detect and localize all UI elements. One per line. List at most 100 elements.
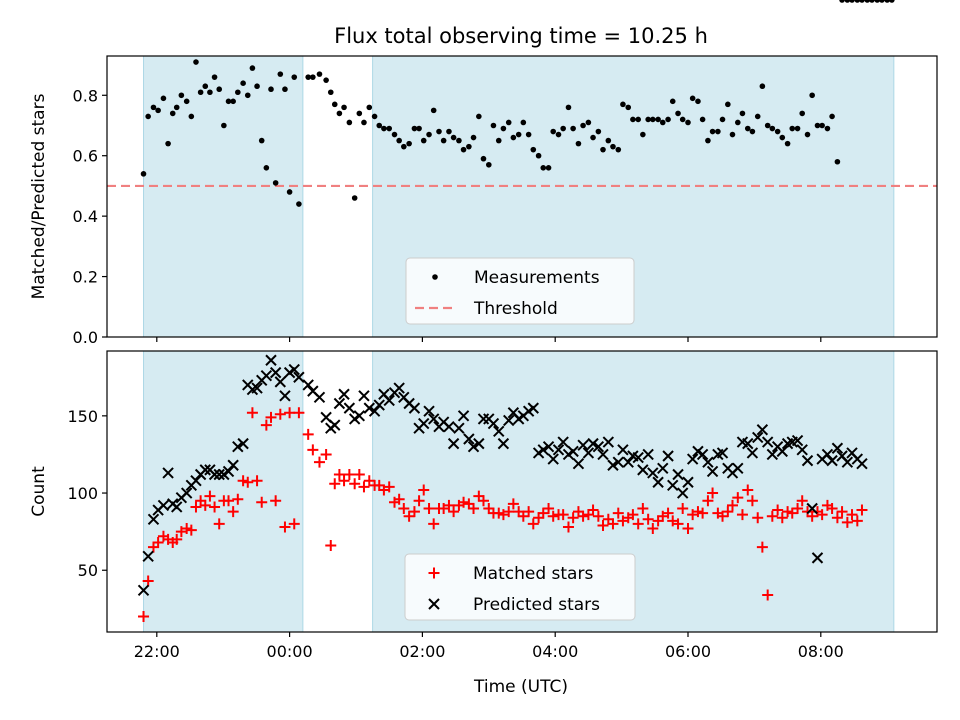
- data-point: [272, 180, 279, 186]
- data-point: [249, 65, 256, 71]
- data-point: [587, 437, 599, 450]
- x-tick-label: 02:00: [399, 642, 445, 661]
- data-point: [702, 456, 714, 468]
- data-point: [246, 407, 258, 419]
- data-point: [715, 128, 721, 135]
- data-point: [145, 113, 151, 120]
- data-point: [824, 125, 831, 132]
- series-measurements: [140, 0, 895, 207]
- data-point: [764, 122, 771, 129]
- data-point: [587, 504, 599, 516]
- data-point: [784, 140, 791, 147]
- data-point: [142, 575, 154, 587]
- data-point: [331, 101, 338, 108]
- data-point: [418, 417, 430, 430]
- data-point: [766, 510, 778, 522]
- data-point: [232, 493, 244, 505]
- data-point: [263, 164, 270, 171]
- data-point: [814, 122, 821, 129]
- data-point: [595, 128, 602, 135]
- data-point: [732, 462, 744, 475]
- data-point: [202, 83, 209, 90]
- data-point: [343, 469, 355, 481]
- data-point: [329, 478, 341, 490]
- data-point: [716, 447, 729, 459]
- data-point: [268, 86, 274, 93]
- data-point: [296, 201, 302, 207]
- data-point: [155, 107, 161, 114]
- data-point: [411, 125, 418, 132]
- legend-marker: [432, 274, 438, 280]
- data-point: [221, 122, 227, 129]
- data-point: [617, 444, 629, 456]
- data-point: [302, 428, 314, 440]
- data-point: [697, 507, 709, 519]
- legend-box: [404, 553, 636, 621]
- data-point: [555, 131, 562, 138]
- data-point: [138, 611, 150, 623]
- data-point: [627, 509, 639, 521]
- data-point: [809, 92, 815, 99]
- data-point: [199, 499, 211, 511]
- data-point: [699, 116, 706, 123]
- data-point: [142, 550, 154, 563]
- data-point: [423, 502, 435, 514]
- data-point: [879, 0, 885, 3]
- data-point: [341, 104, 347, 111]
- data-point: [152, 536, 164, 548]
- data-point: [552, 444, 565, 456]
- data-point: [625, 104, 632, 111]
- panel-ratio: 0.0 0.2 0.4 0.6 0.8 Matched/Predicted stars Me…: [29, 0, 938, 347]
- data-point: [811, 552, 824, 564]
- data-point: [565, 104, 572, 111]
- data-point: [776, 445, 788, 458]
- data-point: [436, 128, 442, 135]
- data-point: [557, 436, 569, 448]
- data-point: [336, 110, 343, 117]
- data-point: [242, 476, 254, 488]
- data-point: [650, 116, 656, 123]
- data-point: [834, 158, 841, 165]
- data-point: [338, 475, 350, 487]
- data-point: [265, 411, 277, 423]
- data-point: [256, 496, 268, 508]
- data-point: [642, 513, 654, 525]
- data-point: [836, 506, 848, 518]
- data-point: [735, 119, 741, 126]
- data-point: [667, 479, 679, 492]
- data-point: [849, 0, 855, 3]
- data-point: [510, 134, 517, 141]
- data-point: [794, 125, 801, 132]
- data-point: [615, 146, 622, 153]
- data-point: [503, 414, 515, 427]
- data-point: [742, 484, 754, 496]
- data-point: [190, 501, 202, 513]
- data-point: [523, 506, 535, 518]
- data-point: [844, 0, 851, 3]
- data-point: [839, 0, 845, 3]
- data-point: [543, 502, 555, 514]
- data-point: [542, 441, 555, 453]
- data-point: [486, 161, 492, 168]
- data-point: [150, 104, 157, 111]
- data-point: [769, 125, 776, 132]
- data-point: [500, 125, 507, 132]
- data-point: [232, 441, 244, 453]
- data-point: [530, 146, 537, 153]
- data-point: [622, 456, 634, 468]
- data-point: [260, 369, 273, 382]
- data-point: [293, 407, 305, 419]
- data-point: [383, 481, 395, 493]
- data-point: [358, 390, 370, 402]
- data-point: [612, 456, 624, 468]
- axes-frame: [106, 350, 938, 633]
- data-point: [725, 101, 731, 108]
- data-point: [393, 493, 405, 505]
- data-point: [327, 89, 334, 96]
- data-point: [180, 487, 193, 499]
- data-point: [305, 74, 311, 80]
- data-point: [457, 410, 470, 422]
- data-point: [373, 399, 385, 411]
- data-point: [766, 448, 779, 461]
- data-point: [709, 128, 716, 135]
